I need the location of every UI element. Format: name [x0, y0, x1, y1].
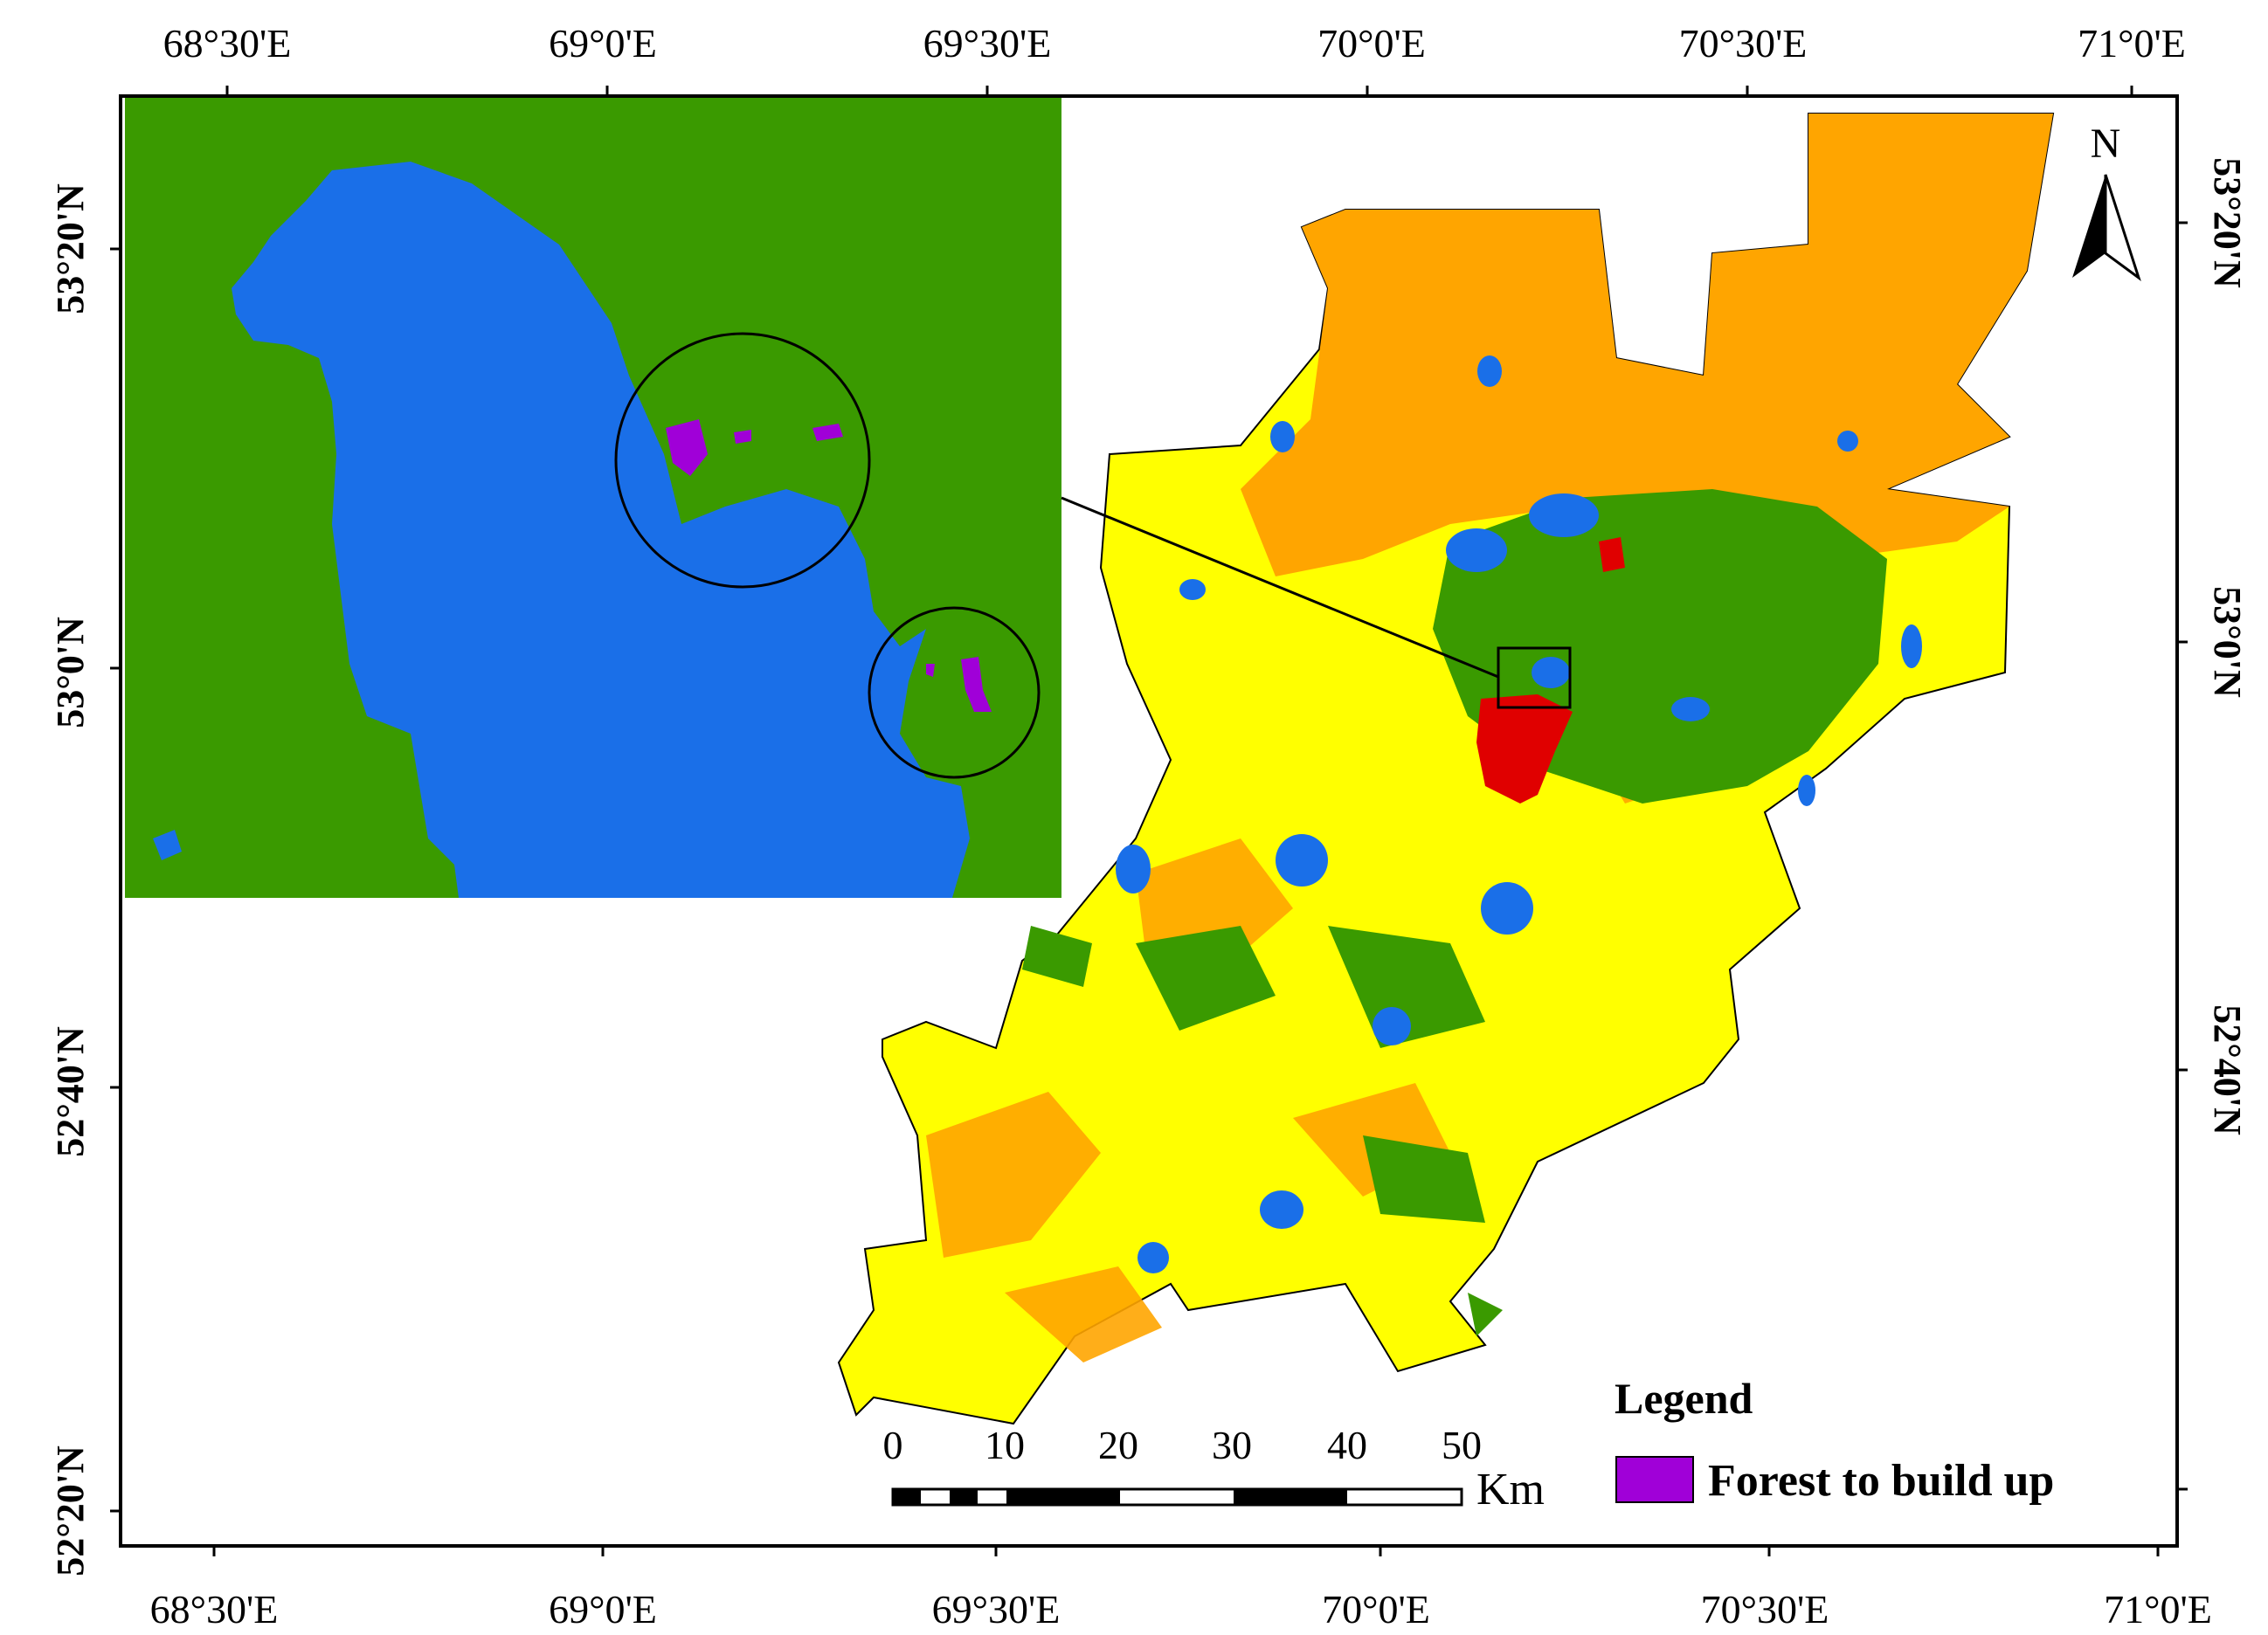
study-area-map — [837, 113, 2055, 1425]
inset-change-2 — [734, 430, 751, 444]
lake-4 — [1671, 697, 1710, 721]
frame-tick-marks — [110, 86, 2188, 1556]
bottom-lon-label: 70°0'E — [1322, 1587, 1430, 1632]
scale-tick-label: 40 — [1327, 1423, 1367, 1467]
lake-8 — [1373, 1007, 1411, 1045]
vegetation-patch-3 — [1363, 1135, 1485, 1223]
scale-tick-label: 30 — [1212, 1423, 1252, 1467]
inset-change-5 — [926, 664, 935, 677]
vegetation-patch-2 — [1328, 926, 1485, 1048]
scale-tick-label: 0 — [883, 1423, 903, 1467]
left-lat-label: 52°40'N — [49, 1026, 92, 1157]
top-lon-label: 70°30'E — [1679, 21, 1808, 66]
lake-10 — [1137, 1242, 1169, 1273]
built-up-city — [1476, 694, 1573, 804]
inset-highlight-circle-2 — [868, 606, 1041, 779]
bottom-lon-label: 69°30'E — [932, 1587, 1061, 1632]
legend: Legend Forest to build up — [1615, 1374, 2054, 1506]
legend-label-forest-to-build-up: Forest to build up — [1708, 1456, 2054, 1506]
inset-water-small — [153, 830, 182, 860]
top-lon-label: 71°0'E — [2078, 21, 2186, 66]
left-latitude-labels: 53°20'N 53°0'N 52°40'N 52°20'N — [49, 183, 92, 1576]
scale-unit: Km — [1476, 1465, 1545, 1514]
lake-14 — [1901, 624, 1922, 668]
bottom-longitude-labels: 68°30'E 69°0'E 69°30'E 70°0'E 70°30'E 71… — [150, 1587, 2212, 1632]
scale-tick-label: 10 — [985, 1423, 1025, 1467]
lake-16 — [1798, 775, 1815, 806]
bottom-lon-label: 70°30'E — [1701, 1587, 1829, 1632]
north-arrow-label: N — [2091, 121, 2121, 167]
top-lon-label: 70°0'E — [1317, 21, 1426, 66]
scale-tick-label: 50 — [1442, 1423, 1482, 1467]
inset-highlight-circle-1 — [614, 332, 871, 589]
left-lat-label: 53°0'N — [49, 617, 92, 728]
lake-9 — [1260, 1190, 1303, 1229]
vegetation-patch-5 — [1468, 1293, 1503, 1336]
bare-patch-3 — [1005, 1266, 1162, 1362]
vegetation-patch-1 — [1136, 926, 1276, 1031]
lake-5 — [1481, 882, 1533, 935]
inset-change-1 — [666, 419, 708, 476]
top-lon-label: 69°0'E — [549, 21, 657, 66]
north-arrow-right — [2104, 174, 2141, 281]
legend-swatch-forest-to-build-up — [1615, 1456, 1694, 1503]
bare-patch-1 — [926, 1092, 1101, 1258]
top-lon-label: 69°30'E — [923, 21, 1052, 66]
inset-water — [232, 162, 970, 898]
right-lat-label: 53°0'N — [2206, 586, 2249, 698]
lake-2 — [1446, 528, 1507, 572]
left-lat-label: 52°20'N — [49, 1445, 92, 1576]
bare-area-north — [1241, 114, 2053, 576]
lake-6 — [1276, 834, 1328, 886]
top-lon-label: 68°30'E — [163, 21, 292, 66]
legend-title: Legend — [1615, 1374, 1753, 1423]
lake-13 — [1837, 431, 1858, 452]
scale-tick-label: 20 — [1098, 1423, 1138, 1467]
lake-15 — [1179, 579, 1206, 600]
bottom-lon-label: 71°0'E — [2104, 1587, 2212, 1632]
lake-7 — [1116, 845, 1151, 893]
zoom-box — [1497, 646, 1572, 709]
lake-12 — [1477, 355, 1502, 387]
lake-1 — [1529, 493, 1599, 537]
inset-change-3 — [812, 424, 843, 441]
right-lat-label: 53°20'N — [2206, 157, 2249, 288]
inset-map — [125, 98, 1061, 898]
lake-11 — [1270, 421, 1295, 452]
bottom-lon-label: 69°0'E — [549, 1587, 657, 1632]
built-up-small — [1599, 537, 1625, 572]
left-lat-label: 53°20'N — [49, 183, 92, 314]
vegetation-patch-4 — [1022, 926, 1092, 987]
right-lat-label: 52°40'N — [2206, 1004, 2249, 1135]
inset-change-4 — [961, 657, 992, 712]
scale-bar: 0 10 20 30 40 50 Km — [883, 1423, 1545, 1514]
north-arrow-left — [2072, 175, 2106, 278]
north-arrow: N — [2072, 121, 2141, 281]
zoom-leader-line — [1061, 496, 1499, 679]
top-longitude-labels: 68°30'E 69°0'E 69°30'E 70°0'E 70°30'E 71… — [163, 21, 2186, 66]
right-latitude-labels: 53°20'N 53°0'N 52°40'N — [2206, 157, 2249, 1135]
bottom-lon-label: 68°30'E — [150, 1587, 279, 1632]
lake-3 — [1532, 657, 1570, 688]
